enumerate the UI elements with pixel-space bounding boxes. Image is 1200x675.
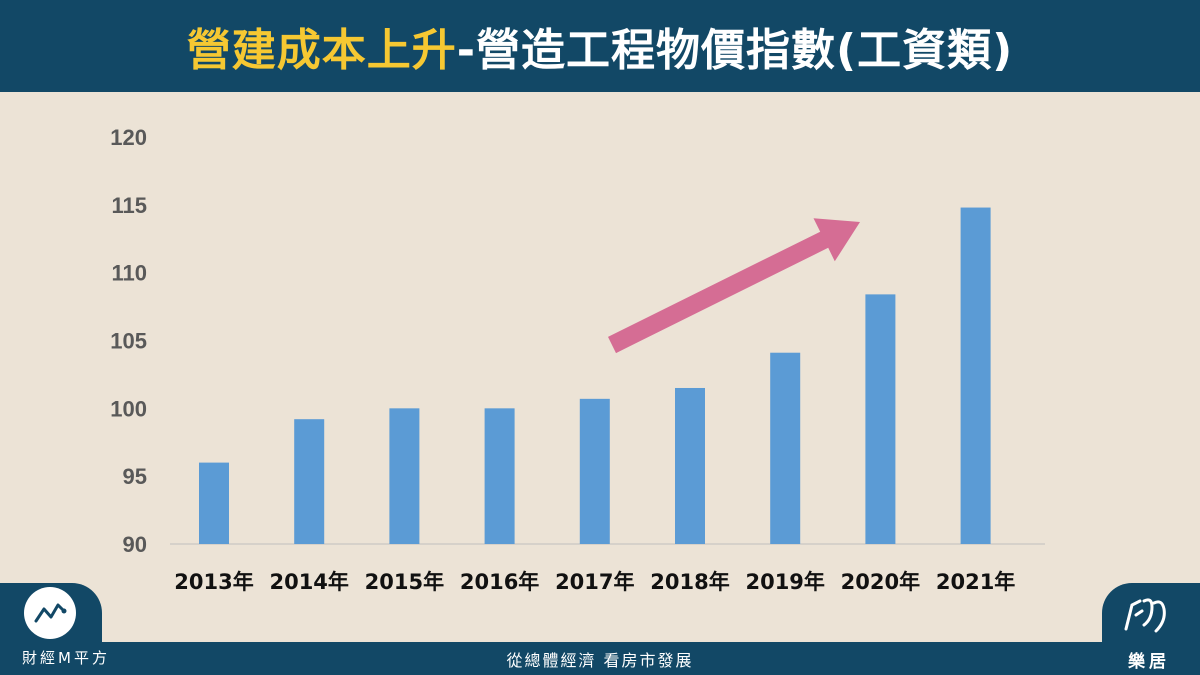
bar	[960, 207, 991, 544]
footer-bar: 財經M平方 從總體經濟 看房市發展 樂居	[0, 642, 1200, 675]
x-tick-label: 2017年	[555, 570, 634, 594]
bar	[579, 398, 610, 544]
y-tick-label: 95	[123, 464, 147, 489]
title-rest: -營造工程物價指數(工資類)	[456, 25, 1014, 76]
m-square-logo	[24, 587, 76, 639]
bar	[770, 352, 801, 544]
y-tick-label: 110	[112, 261, 148, 286]
x-tick-label: 2021年	[936, 570, 1015, 594]
bar	[675, 387, 705, 544]
y-tick-label: 120	[110, 125, 147, 150]
bar-series	[199, 207, 991, 544]
x-tick-label: 2016年	[460, 570, 539, 594]
x-tick-label: 2014年	[269, 570, 348, 594]
page-title: 營建成本上升-營造工程物價指數(工資類)	[187, 14, 1013, 78]
bar	[389, 408, 420, 544]
trend-arrow	[608, 218, 860, 354]
x-tick-label: 2013年	[174, 570, 253, 594]
leju-logo-icon	[1124, 598, 1166, 633]
title-highlight: 營建成本上升	[186, 25, 457, 76]
footer-tagline: 從總體經濟 看房市發展	[506, 651, 694, 670]
x-tick-label: 2019年	[745, 570, 824, 594]
footer-brand-right: 樂居	[1128, 652, 1170, 672]
y-tick-label: 100	[110, 396, 147, 421]
bar-chart: 90 95 100 105 110 115 120 2013年 2014年 2015年 2016年…	[110, 125, 1045, 594]
bar	[865, 294, 896, 544]
bar	[199, 462, 229, 544]
footer-brand-left: 財經M平方	[22, 649, 110, 667]
x-tick-label: 2020年	[841, 570, 920, 594]
x-tick-label: 2018年	[650, 570, 729, 594]
y-tick-label: 105	[110, 329, 147, 354]
x-tick-label: 2015年	[365, 570, 444, 594]
bar	[294, 419, 325, 544]
trend-icon	[34, 603, 67, 623]
y-tick-label: 115	[112, 193, 148, 218]
y-axis-ticks: 90 95 100 105 110 115 120	[110, 125, 147, 557]
x-axis-labels: 2013年 2014年 2015年 2016年 2017年 2018年 2019年 2020年…	[174, 570, 1015, 594]
bar	[484, 408, 515, 544]
y-tick-label: 90	[123, 532, 147, 557]
header-bar: 營建成本上升-營造工程物價指數(工資類)	[0, 0, 1200, 92]
